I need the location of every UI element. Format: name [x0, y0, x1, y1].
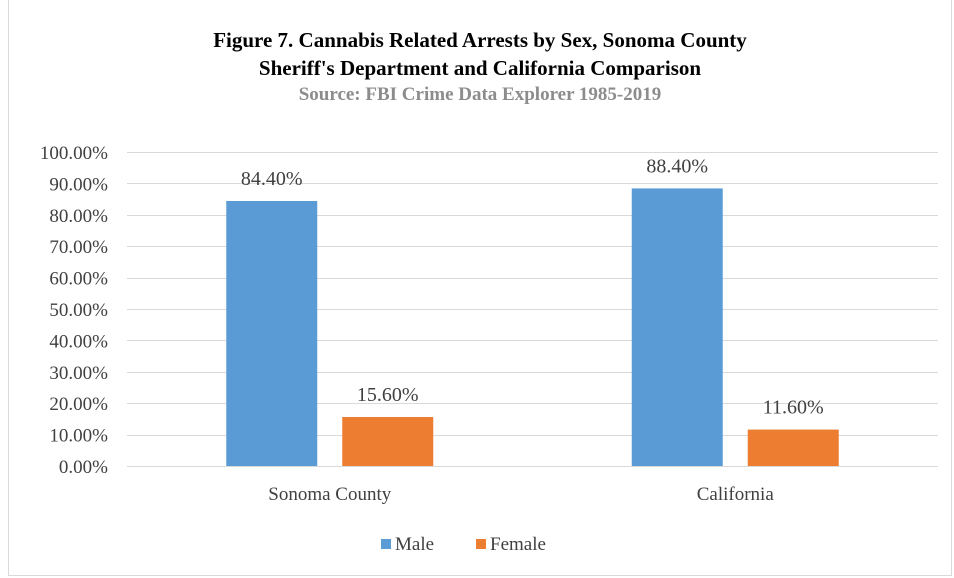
y-tick-label: 40.00% — [49, 331, 108, 352]
data-label: 11.60% — [763, 397, 824, 419]
y-tick-label: 90.00% — [49, 174, 108, 195]
x-axis-category-labels: Sonoma County California — [268, 484, 774, 505]
data-label: 15.60% — [357, 384, 419, 406]
bar-female-0 — [342, 417, 434, 466]
legend-label-male: Male — [395, 534, 434, 555]
legend-swatch-female — [476, 539, 486, 549]
legend-swatch-male — [381, 539, 391, 549]
y-tick-label: 80.00% — [49, 206, 108, 227]
bar-female-1 — [747, 429, 839, 466]
data-label: 88.40% — [646, 155, 708, 177]
chart-subtitle: Source: FBI Crime Data Explorer 1985-201… — [298, 84, 662, 105]
y-tick-label: 70.00% — [49, 237, 108, 258]
chart-titles: Figure 7. Cannabis Related Arrests by Se… — [8, 26, 952, 108]
bars — [226, 188, 839, 466]
legend-label-female: Female — [490, 534, 546, 555]
y-tick-label: 60.00% — [49, 269, 108, 290]
bar-male-1 — [631, 188, 723, 466]
y-tick-label: 50.00% — [49, 300, 108, 321]
chart-title-line-1: Figure 7. Cannabis Related Arrests by Se… — [213, 28, 747, 52]
data-label: 84.40% — [241, 168, 303, 190]
y-tick-label: 0.00% — [59, 457, 108, 478]
chart-title-line-2: Sheriff's Department and California Comp… — [258, 56, 702, 80]
x-tick-label: Sonoma County — [268, 484, 391, 505]
legend: Male Female — [381, 534, 546, 555]
data-labels: 84.40% 15.60% 88.40% 11.60% — [241, 155, 824, 418]
x-tick-label: California — [697, 484, 775, 505]
y-tick-label: 30.00% — [49, 363, 108, 384]
bar-male-0 — [226, 200, 318, 466]
y-tick-label: 100.00% — [40, 143, 108, 164]
y-tick-label: 10.00% — [49, 426, 108, 447]
y-tick-label: 20.00% — [49, 394, 108, 415]
chart-frame — [8, 0, 952, 576]
y-axis-tick-labels: 0.00% 10.00% 20.00% 30.00% 40.00% 50.00% 60.00… — [40, 143, 108, 478]
